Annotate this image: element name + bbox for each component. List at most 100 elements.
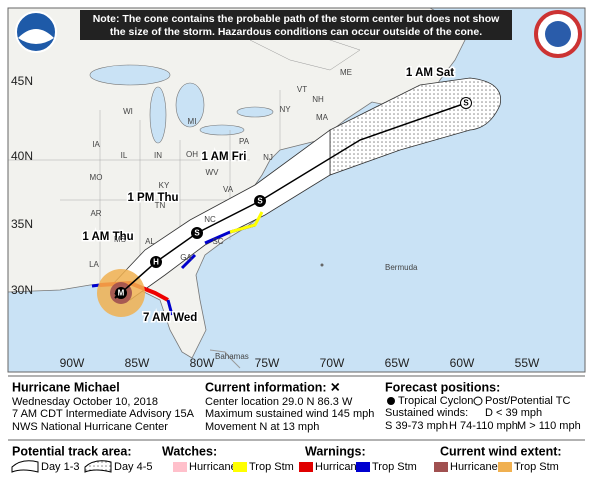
state-label: MO — [90, 173, 103, 182]
point-symbol: H — [153, 258, 159, 267]
point-time: 1 AM Thu — [82, 231, 133, 243]
legend-label: Hurricane — [315, 461, 363, 473]
legend-label: D < 39 mph — [485, 407, 542, 419]
swatch — [356, 462, 370, 472]
legend-label: Day 4-5 — [114, 461, 153, 473]
track-title: Potential track area: — [12, 444, 132, 458]
warnings-title: Warnings: — [305, 444, 366, 458]
swatch — [434, 462, 448, 472]
lon-label: 75W — [255, 356, 280, 370]
storm-name: Hurricane Michael — [12, 380, 120, 394]
post-icon — [473, 396, 483, 406]
forecast-point — [150, 256, 162, 268]
lon-label: 80W — [190, 356, 215, 370]
state-label: IA — [92, 140, 100, 149]
legend-label: Trop Stm — [249, 461, 294, 473]
lon-label: 65W — [385, 356, 410, 370]
state-label: NC — [204, 215, 216, 224]
point-symbol: S — [194, 229, 200, 238]
map-frame — [7, 7, 586, 373]
lon-label: 85W — [125, 356, 150, 370]
lat-label: 40N — [11, 149, 33, 163]
state-label: SC — [212, 237, 223, 246]
legend-label: Hurricane — [450, 461, 498, 473]
day45-icon — [84, 460, 112, 473]
tropical-icon — [387, 397, 395, 405]
lon-label: 90W — [60, 356, 85, 370]
state-label: GA — [180, 253, 192, 262]
place-label: Bahamas — [215, 352, 249, 361]
great-lakes — [89, 64, 274, 144]
track-line — [120, 102, 467, 294]
state-label: WV — [206, 168, 220, 177]
point-symbol: S — [257, 197, 263, 206]
legend-label: Trop Stm — [372, 461, 417, 473]
lat-label: 45N — [11, 74, 33, 88]
state-label: MA — [316, 113, 329, 122]
state-label: VA — [223, 185, 234, 194]
legend-label: Trop Stm — [514, 461, 559, 473]
point-time: 7 AM Wed — [143, 312, 197, 324]
state-label: LA — [89, 260, 99, 269]
swatch — [173, 462, 187, 472]
day13-icon — [11, 460, 39, 473]
note: Note: The cone contains the probable pat… — [93, 13, 500, 25]
point-time: 1 AM Sat — [406, 67, 454, 79]
forecast-point — [460, 97, 472, 109]
agency: NWS National Hurricane Center — [12, 421, 168, 433]
current-location: Center location 29.0 N 86.3 W — [205, 396, 353, 408]
legend-label: Day 1-3 — [41, 461, 80, 473]
state-label: AL — [145, 237, 155, 246]
point-symbol: M — [118, 289, 125, 298]
state-label: VT — [297, 85, 307, 94]
legend-label: S 39-73 mph — [385, 420, 448, 432]
point-time: 1 PM Thu — [127, 192, 178, 204]
swatch — [233, 462, 247, 472]
state-label: IL — [121, 151, 128, 160]
bahamas — [209, 349, 241, 369]
axis-labels: 45N 40N 35N 30N 90W 85W 80W 75W 70W 65W 60W 55W — [11, 74, 540, 370]
state-label: NY — [279, 105, 291, 114]
current-title: Current information: ✕ — [205, 380, 340, 394]
place-label: Bermuda — [385, 263, 418, 272]
lat-label: 35N — [11, 217, 33, 231]
legend-label: Post/Potential TC — [485, 395, 570, 407]
state-label: WI — [123, 107, 133, 116]
lon-label: 70W — [320, 356, 345, 370]
legend-label: Sustained winds: — [385, 407, 468, 419]
noaa-logo — [18, 29, 54, 44]
nws-logo — [545, 21, 571, 47]
state-label: MI — [188, 117, 197, 126]
point-time: 1 AM Fri — [202, 151, 247, 163]
tropical-storm-watch — [229, 211, 264, 234]
state-label: IN — [154, 151, 162, 160]
state-label: NJ — [263, 153, 273, 162]
forecast-point — [254, 195, 266, 207]
tropical-storm-warning — [91, 223, 256, 316]
state-label: KY — [159, 181, 170, 190]
lon-label: 55W — [515, 356, 540, 370]
forecast-title: Forecast positions: — [385, 380, 500, 394]
cone-day4-5 — [329, 77, 502, 176]
legend-label: H 74-110 mph — [449, 420, 518, 432]
lat-label: 30N — [11, 283, 33, 297]
current-wind: Maximum sustained wind 145 mph — [205, 408, 374, 420]
bermuda-marker — [320, 263, 324, 267]
swatch — [299, 462, 313, 472]
legend-label: Tropical Cyclone — [398, 395, 480, 407]
swatch — [498, 462, 512, 472]
map: M 7 AM Wed H 1 AM Thu S 1 PM Thu S 1 AM Fri S 1 A… — [8, 8, 585, 372]
forecast-points: M 7 AM Wed H 1 AM Thu S 1 PM Thu S 1 AM Fri S 1 A… — [81, 66, 472, 326]
state-borders — [8, 90, 281, 290]
lon-label: 60W — [450, 356, 475, 370]
legend-label: Hurricane — [189, 461, 237, 473]
point-symbol: S — [463, 99, 469, 108]
state-label: ME — [340, 68, 352, 77]
state-label: PA — [239, 137, 250, 146]
forecast-point — [191, 227, 203, 239]
advisory: 7 AM CDT Intermediate Advisory 15A — [12, 408, 195, 420]
state-label: OH — [186, 150, 198, 159]
watches-title: Watches: — [162, 444, 217, 458]
state-label: MS — [114, 235, 126, 244]
